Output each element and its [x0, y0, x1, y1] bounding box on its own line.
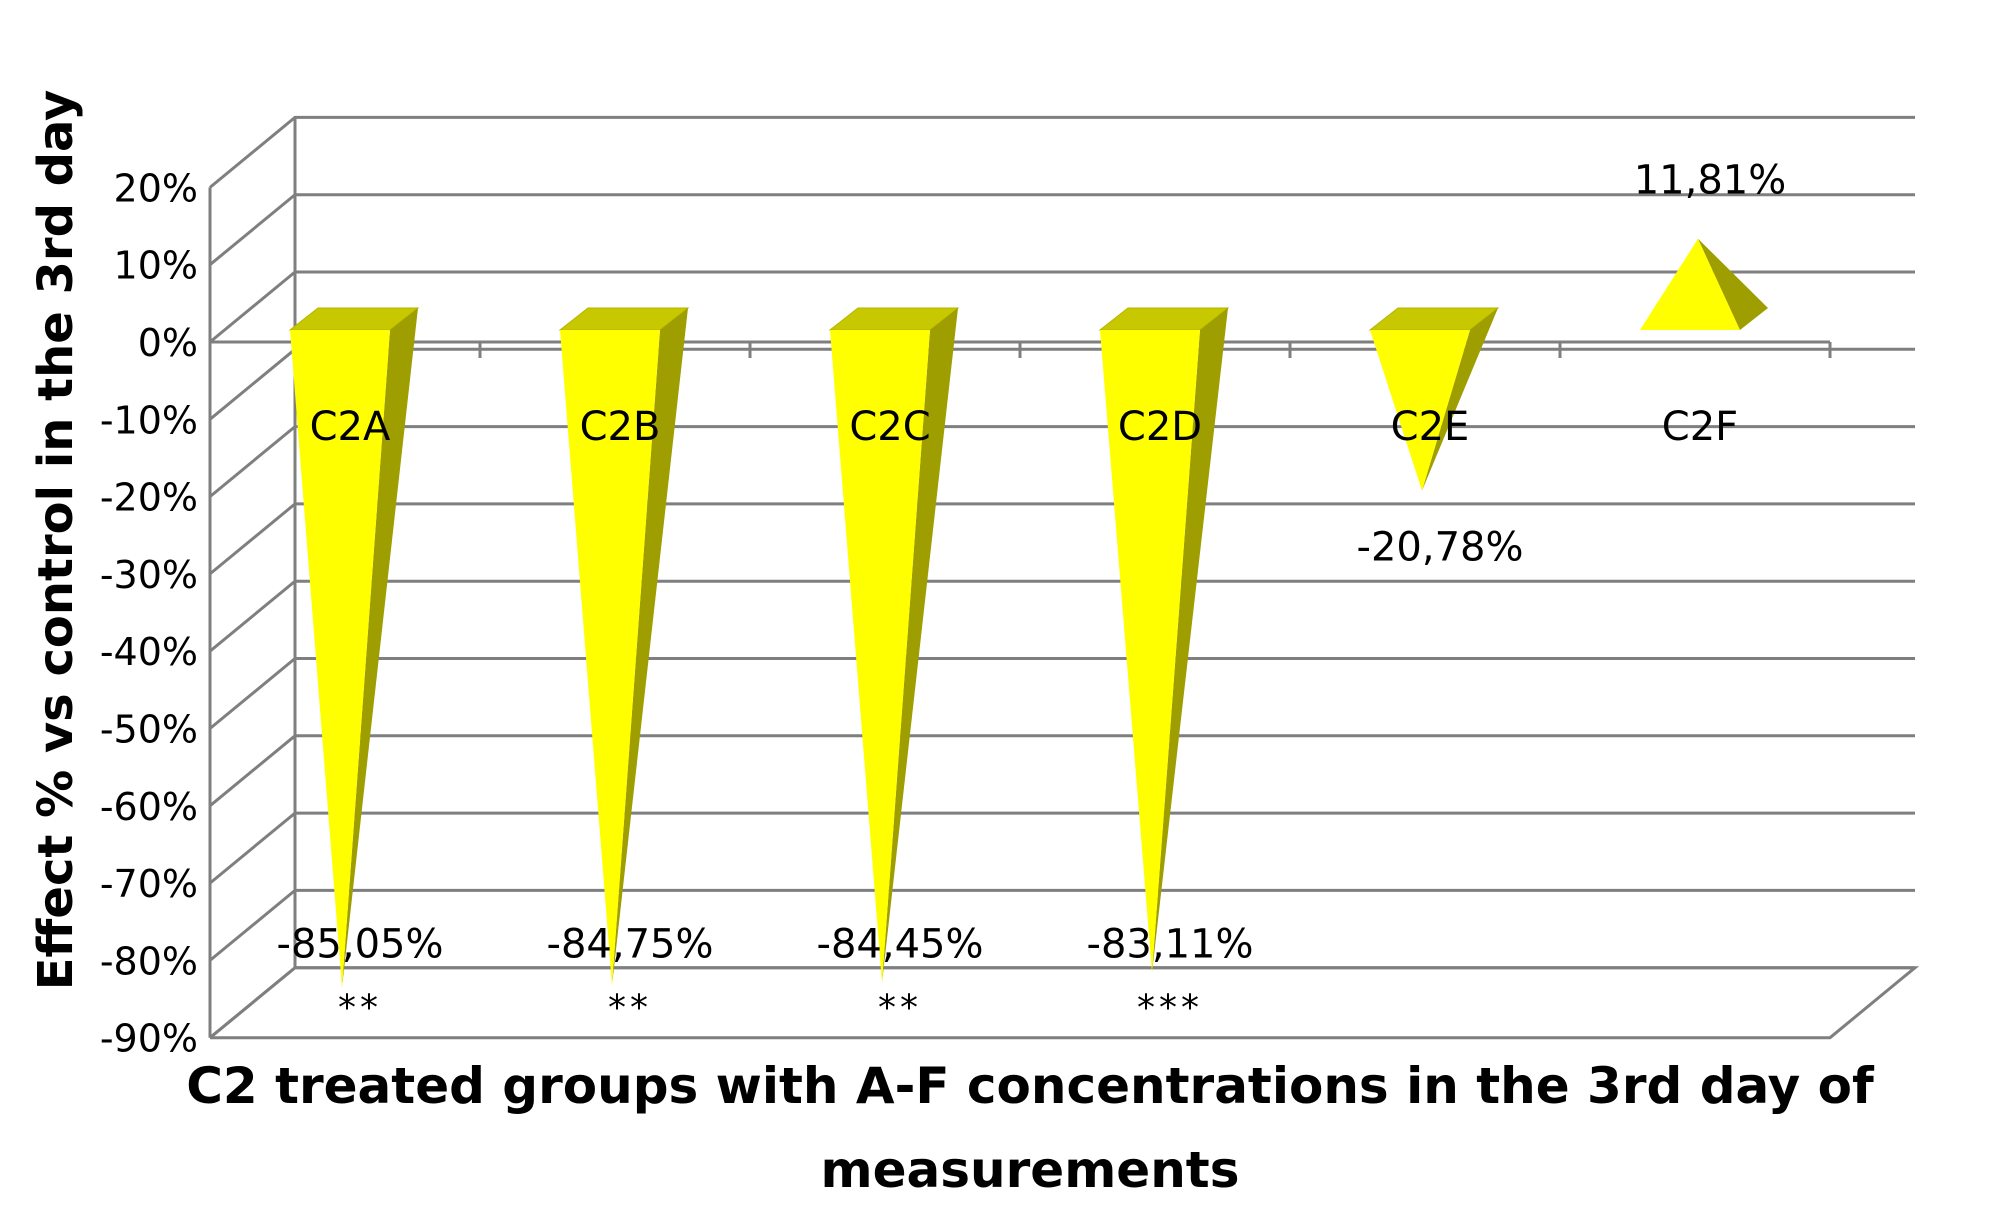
- category-label: C2D: [1118, 404, 1202, 450]
- cone-front-face: [830, 330, 930, 983]
- y-tick-label: -50%: [100, 708, 198, 752]
- cone-c2e: [1368, 307, 1500, 491]
- cone-c2a: [288, 307, 420, 988]
- cone-side-face: [612, 308, 688, 986]
- chart-walls: [208, 117, 1920, 1040]
- data-cones: [288, 238, 1768, 988]
- y-tick-label: -30%: [100, 553, 198, 597]
- gridline: [209, 811, 1915, 885]
- cone-c2b: [558, 307, 690, 986]
- cone-side-face: [342, 308, 418, 988]
- cone-front-face: [290, 330, 390, 988]
- category-label: C2B: [580, 404, 661, 450]
- significance-label: ***: [1137, 988, 1203, 1029]
- x-axis-title-line2: measurements: [821, 1141, 1240, 1199]
- gridline: [209, 966, 1915, 1039]
- y-tick-label: 0%: [138, 321, 198, 365]
- gridline: [209, 115, 1915, 189]
- y-tick-label: -70%: [100, 862, 198, 906]
- data-label: -83,11%: [1087, 922, 1254, 968]
- cone-c2d: [1098, 307, 1230, 973]
- gridline: [209, 579, 1915, 653]
- floor: [209, 966, 1920, 1040]
- cone-side-face: [1152, 308, 1228, 973]
- y-axis-ticks: 20% 10% 0% -10% -20% -30% -40% -50% -60% -70% -80%…: [100, 166, 198, 1060]
- y-tick-label: -20%: [100, 476, 198, 520]
- cone-front-face: [1100, 330, 1200, 973]
- significance-label: **: [338, 988, 382, 1029]
- significance-label: **: [878, 988, 922, 1029]
- cone-front-face: [1370, 330, 1470, 491]
- data-labels: -85,05% ** -84,75% ** -84,45% ** -83,11% *** -20…: [277, 158, 1787, 1029]
- data-label: -84,45%: [817, 922, 984, 968]
- category-label: C2C: [849, 404, 930, 450]
- category-labels: C2A C2B C2C C2D C2E C2F: [310, 404, 1739, 450]
- category-label: C2A: [310, 404, 391, 450]
- gridlines: [209, 115, 1915, 1039]
- gridline: [209, 502, 1915, 576]
- category-label: C2F: [1662, 404, 1738, 450]
- gridline: [209, 270, 1915, 344]
- cone-front-face: [560, 330, 660, 986]
- pyramid-front-face: [1640, 238, 1740, 330]
- cone-c2c: [828, 307, 960, 983]
- x-axis-title-line1: C2 treated groups with A-F concentration…: [186, 1057, 1875, 1115]
- y-tick-label: -60%: [100, 785, 198, 829]
- y-tick-label: 10%: [114, 244, 198, 288]
- gridline: [209, 425, 1915, 498]
- cone-c2f: [1640, 238, 1768, 330]
- gridline: [209, 193, 1915, 266]
- y-tick-label: -10%: [100, 398, 198, 442]
- data-label: 11,81%: [1634, 158, 1787, 204]
- gridline: [209, 347, 1915, 421]
- data-label: -20,78%: [1357, 525, 1524, 571]
- category-label: C2E: [1391, 404, 1470, 450]
- data-label: -84,75%: [547, 922, 714, 968]
- cone-side-face: [882, 308, 958, 983]
- gridline: [209, 734, 1915, 807]
- y-axis-title: Effect % vs control in the 3rd day: [28, 90, 84, 991]
- significance-label: **: [608, 988, 652, 1029]
- y-tick-label: 20%: [114, 166, 198, 210]
- y-tick-label: -90%: [100, 1017, 198, 1061]
- data-label: -85,05%: [277, 922, 444, 968]
- y-tick-label: -40%: [100, 630, 198, 674]
- pyramid-side-face: [1698, 238, 1768, 330]
- gridline: [209, 888, 1915, 962]
- cone-side-face: [1422, 308, 1498, 491]
- y-tick-label: -80%: [100, 939, 198, 983]
- gridline: [209, 657, 1915, 730]
